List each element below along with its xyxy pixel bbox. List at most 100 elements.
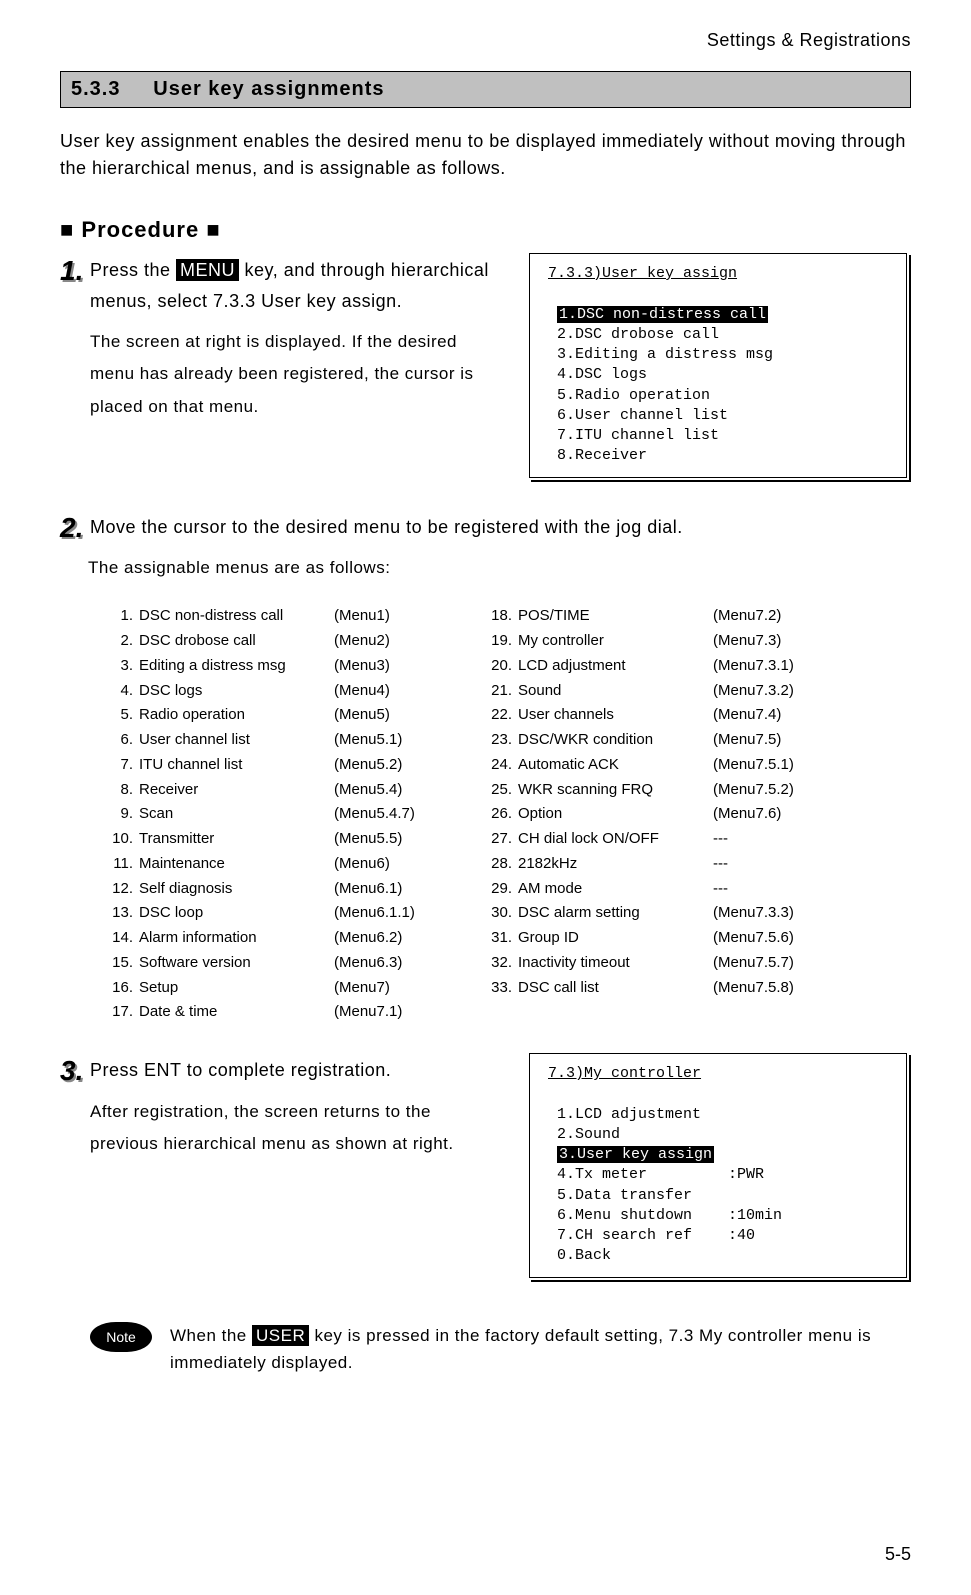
menu-label: POS/TIME bbox=[518, 604, 713, 629]
menu-index: 5. bbox=[105, 703, 139, 728]
menu-label: Transmitter bbox=[139, 827, 334, 852]
screen-title: 7.3.3)User key assign bbox=[548, 265, 737, 282]
menu-index: 6. bbox=[105, 728, 139, 753]
menu-ref: (Menu5.4.7) bbox=[334, 802, 444, 827]
menu-ref: (Menu7.6) bbox=[713, 802, 823, 827]
menu-label: User channel list bbox=[139, 728, 334, 753]
menu-index: 24. bbox=[484, 753, 518, 778]
menu-ref: (Menu5) bbox=[334, 703, 444, 728]
menu-item: 14.Alarm information(Menu6.2) bbox=[105, 926, 444, 951]
menu-ref: (Menu7.3.2) bbox=[713, 679, 823, 704]
menu-label: DSC drobose call bbox=[139, 629, 334, 654]
menu-ref: --- bbox=[713, 852, 823, 877]
menu-ref: (Menu7.1) bbox=[334, 1000, 444, 1025]
menu-index: 18. bbox=[484, 604, 518, 629]
screen-1: 7.3.3)User key assign 1.DSC non-distress… bbox=[531, 255, 911, 482]
menu-ref: (Menu6.2) bbox=[334, 926, 444, 951]
menu-item: 16.Setup(Menu7) bbox=[105, 976, 444, 1001]
menu-label: CH dial lock ON/OFF bbox=[518, 827, 713, 852]
menu-item: 33.DSC call list(Menu7.5.8) bbox=[484, 976, 823, 1001]
menu-index: 17. bbox=[105, 1000, 139, 1025]
menu-item: 10.Transmitter(Menu5.5) bbox=[105, 827, 444, 852]
menu-label: My controller bbox=[518, 629, 713, 654]
menu-item: 9.Scan(Menu5.4.7) bbox=[105, 802, 444, 827]
section-title: User key assignments bbox=[153, 78, 384, 100]
step-2-text: Move the cursor to the desired menu to b… bbox=[90, 512, 911, 543]
menu-label: Alarm information bbox=[139, 926, 334, 951]
menu-ref: (Menu6.3) bbox=[334, 951, 444, 976]
step-2-sub: The assignable menus are as follows: bbox=[88, 552, 911, 584]
page-number: 5-5 bbox=[885, 1544, 911, 1565]
menu-index: 30. bbox=[484, 901, 518, 926]
menu-label: User channels bbox=[518, 703, 713, 728]
menu-ref: (Menu6.1) bbox=[334, 877, 444, 902]
menu-index: 8. bbox=[105, 778, 139, 803]
menu-item: 23.DSC/WKR condition(Menu7.5) bbox=[484, 728, 823, 753]
selected-item: 3.User key assign bbox=[557, 1146, 714, 1163]
menu-label: Software version bbox=[139, 951, 334, 976]
menu-item: 31.Group ID(Menu7.5.6) bbox=[484, 926, 823, 951]
step-3-sub: After registration, the screen returns t… bbox=[90, 1096, 501, 1161]
menu-index: 15. bbox=[105, 951, 139, 976]
menu-index: 13. bbox=[105, 901, 139, 926]
menu-index: 2. bbox=[105, 629, 139, 654]
menu-ref: (Menu1) bbox=[334, 604, 444, 629]
menu-label: WKR scanning FRQ bbox=[518, 778, 713, 803]
menu-label: DSC non-distress call bbox=[139, 604, 334, 629]
menu-item: 11.Maintenance(Menu6) bbox=[105, 852, 444, 877]
menu-ref: --- bbox=[713, 877, 823, 902]
menu-item: 26.Option(Menu7.6) bbox=[484, 802, 823, 827]
note-badge: Note bbox=[90, 1322, 152, 1352]
procedure-heading: ■ Procedure ■ bbox=[60, 217, 911, 243]
menu-item: 18.POS/TIME (Menu7.2) bbox=[484, 604, 823, 629]
menu-ref: (Menu2) bbox=[334, 629, 444, 654]
menu-index: 16. bbox=[105, 976, 139, 1001]
menu-label: 2182kHz bbox=[518, 852, 713, 877]
menu-ref: (Menu7.3) bbox=[713, 629, 823, 654]
menu-label: ITU channel list bbox=[139, 753, 334, 778]
menu-index: 9. bbox=[105, 802, 139, 827]
menu-ref: (Menu7) bbox=[334, 976, 444, 1001]
menu-label: Group ID bbox=[518, 926, 713, 951]
section-number: 5.3.3 bbox=[71, 78, 120, 100]
menu-item: 8.Receiver(Menu5.4) bbox=[105, 778, 444, 803]
menu-label: Maintenance bbox=[139, 852, 334, 877]
menu-label: DSC/WKR condition bbox=[518, 728, 713, 753]
menu-item: 27.CH dial lock ON/OFF --- bbox=[484, 827, 823, 852]
menu-item: 22.User channels(Menu7.4) bbox=[484, 703, 823, 728]
menu-index: 26. bbox=[484, 802, 518, 827]
menu-ref: (Menu3) bbox=[334, 654, 444, 679]
note-text: When the USER key is pressed in the fact… bbox=[170, 1322, 911, 1376]
menu-ref: (Menu5.5) bbox=[334, 827, 444, 852]
menu-index: 4. bbox=[105, 679, 139, 704]
step-number-2: 2. bbox=[60, 514, 90, 542]
menu-index: 1. bbox=[105, 604, 139, 629]
menu-index: 29. bbox=[484, 877, 518, 902]
menu-label: DSC logs bbox=[139, 679, 334, 704]
step-1-row: 1. Press the MENU key, and through hiera… bbox=[60, 255, 911, 482]
menu-ref: (Menu7.3.1) bbox=[713, 654, 823, 679]
menu-index: 27. bbox=[484, 827, 518, 852]
menu-item: 13.DSC loop(Menu6.1.1) bbox=[105, 901, 444, 926]
menu-index: 31. bbox=[484, 926, 518, 951]
menu-item: 21.Sound(Menu7.3.2) bbox=[484, 679, 823, 704]
intro-paragraph: User key assignment enables the desired … bbox=[60, 128, 911, 182]
menu-label: Option bbox=[518, 802, 713, 827]
menu-label: Self diagnosis bbox=[139, 877, 334, 902]
menu-ref: (Menu5.4) bbox=[334, 778, 444, 803]
menu-item: 30.DSC alarm setting(Menu7.3.3) bbox=[484, 901, 823, 926]
menu-label: Scan bbox=[139, 802, 334, 827]
page: Settings & Registrations 5.3.3 User key … bbox=[0, 0, 971, 1595]
menu-label: Sound bbox=[518, 679, 713, 704]
menu-item: 1.DSC non-distress call(Menu1) bbox=[105, 604, 444, 629]
menu-index: 28. bbox=[484, 852, 518, 877]
menu-item: 5.Radio operation(Menu5) bbox=[105, 703, 444, 728]
step-3-row: 3. Press ENT to complete registration. A… bbox=[60, 1055, 911, 1282]
note-block: Note When the USER key is pressed in the… bbox=[90, 1322, 911, 1376]
menu-item: 7.ITU channel list(Menu5.2) bbox=[105, 753, 444, 778]
menu-item: 12.Self diagnosis(Menu6.1) bbox=[105, 877, 444, 902]
menu-ref: (Menu7.4) bbox=[713, 703, 823, 728]
menu-index: 23. bbox=[484, 728, 518, 753]
menu-item: 32.Inactivity timeout(Menu7.5.7) bbox=[484, 951, 823, 976]
menu-index: 11. bbox=[105, 852, 139, 877]
